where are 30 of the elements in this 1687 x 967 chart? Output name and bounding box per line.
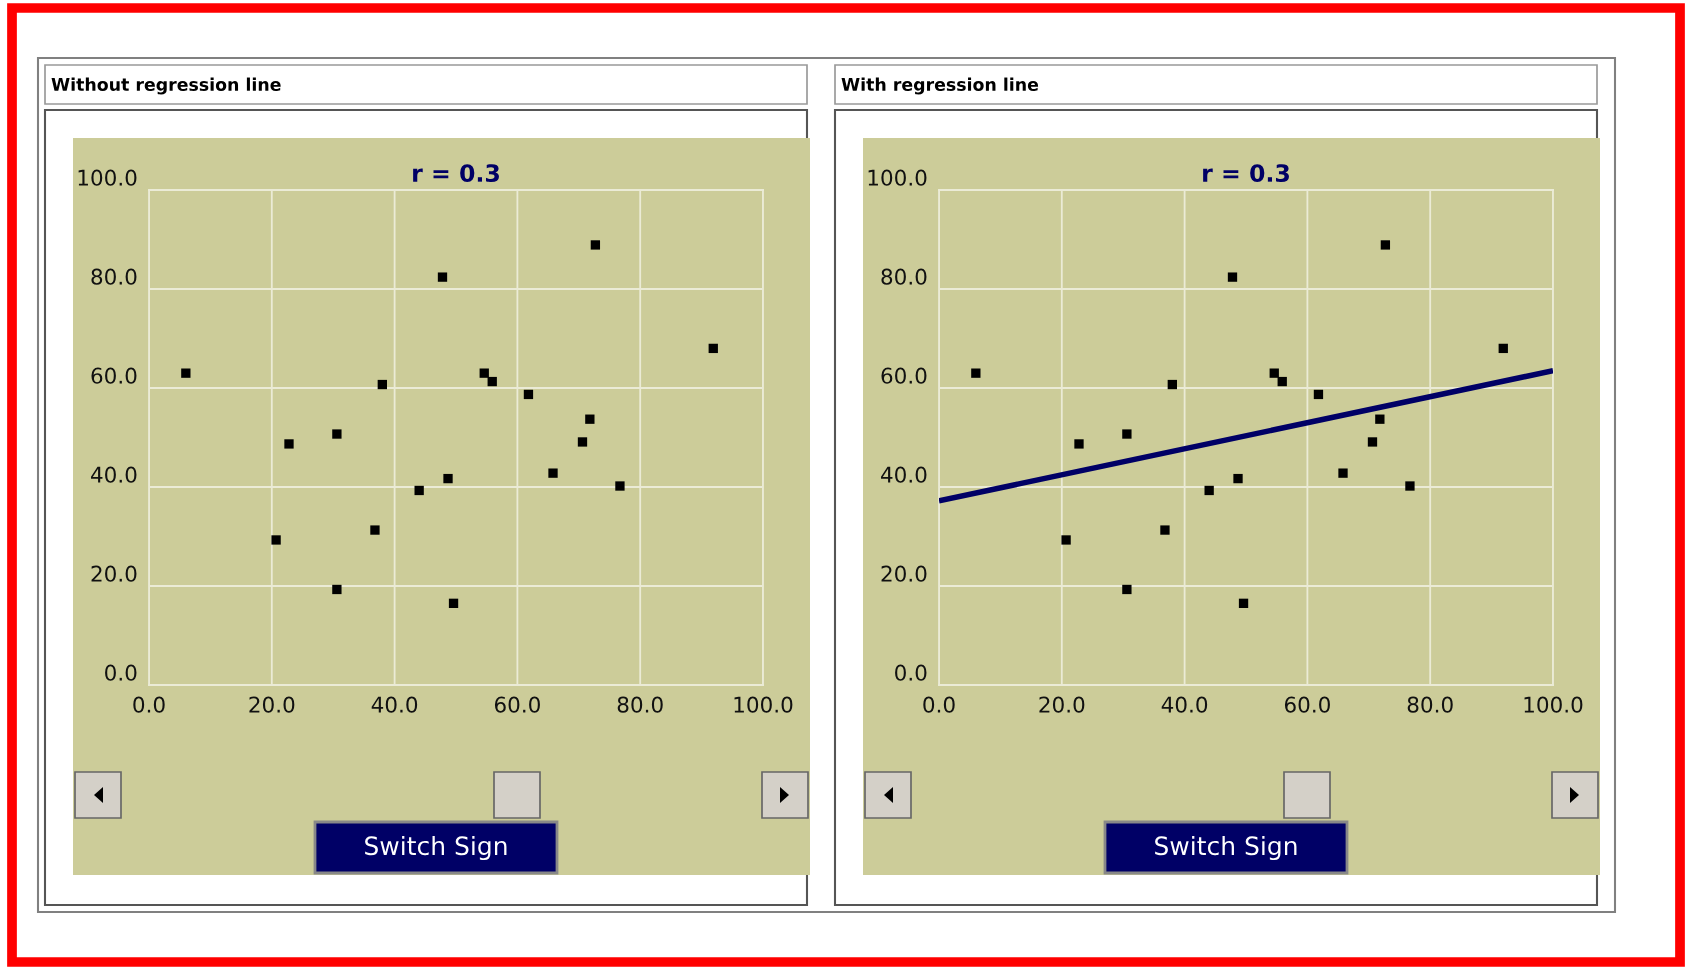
chart-title: With regression line [841,77,1039,95]
y-tick-label: 20.0 [91,565,137,582]
y-tick-label: 40.0 [91,466,137,483]
x-tick-label: 0.0 [133,696,165,713]
y-tick-label: 0.0 [895,664,927,681]
chart-subtitle: r = 0.3 [1203,164,1289,182]
y-tick-label: 80.0 [91,268,137,285]
x-tick-label: 20.0 [1039,696,1085,713]
y-tick-label: 100.0 [78,169,137,186]
chart-title: Without regression line [51,77,281,95]
y-tick-label: 0.0 [105,664,137,681]
y-tick-label: 60.0 [881,367,927,384]
y-tick-label: 20.0 [881,565,927,582]
x-tick-label: 20.0 [249,696,295,713]
y-tick-label: 60.0 [91,367,137,384]
x-tick-label: 80.0 [617,696,663,713]
text: Switch Sign [1155,835,1297,861]
x-tick-label: 40.0 [371,696,418,713]
x-tick-label: 80.0 [1407,696,1453,713]
y-tick-label: 100.0 [868,169,927,186]
x-tick-label: 0.0 [923,696,955,713]
x-tick-label: 100.0 [1524,696,1583,713]
y-tick-label: 80.0 [881,268,927,285]
y-tick-label: 40.0 [881,466,927,483]
chart-subtitle: r = 0.3 [413,164,499,182]
text: Switch Sign [365,835,507,861]
x-tick-label: 60.0 [494,696,540,713]
x-tick-label: 60.0 [1284,696,1330,713]
x-tick-label: 100.0 [734,696,793,713]
x-tick-label: 40.0 [1161,696,1208,713]
